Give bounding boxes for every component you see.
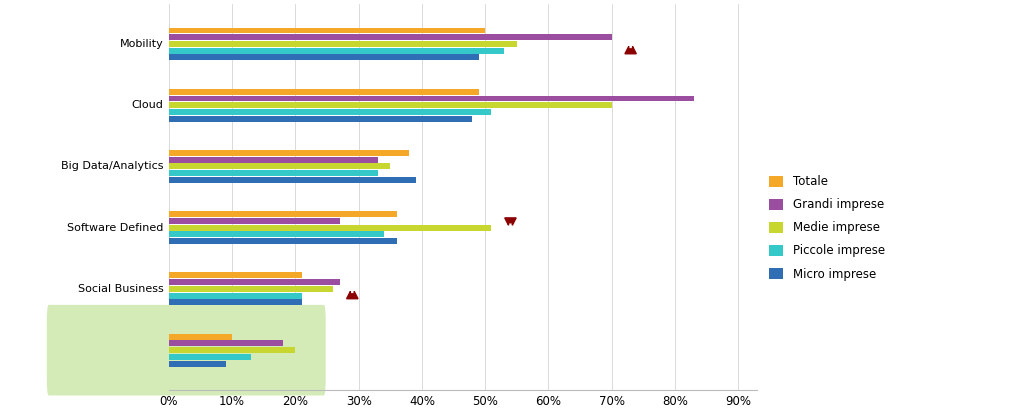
Bar (169, 48, 504, 54)
Bar (169, 102, 611, 108)
Legend: Totale, Grandi imprese, Medie imprese, Piccole imprese, Micro imprese: Totale, Grandi imprese, Medie imprese, P… (769, 176, 885, 281)
Bar (169, 218, 340, 224)
Bar (169, 96, 694, 101)
Bar (169, 157, 378, 163)
Bar (169, 211, 396, 217)
Bar (169, 340, 283, 346)
Bar (169, 354, 251, 360)
FancyBboxPatch shape (47, 305, 326, 396)
Bar (169, 334, 232, 339)
Polygon shape (625, 47, 636, 54)
Bar (169, 41, 517, 47)
Bar (169, 272, 302, 279)
Polygon shape (346, 291, 358, 299)
Bar (169, 116, 472, 122)
Bar (169, 360, 225, 367)
Bar (169, 34, 611, 40)
Bar (169, 347, 295, 353)
Polygon shape (505, 218, 516, 225)
Bar (169, 164, 390, 169)
Bar (169, 89, 479, 95)
Bar (169, 279, 340, 285)
Bar (169, 286, 334, 292)
Bar (169, 28, 485, 33)
Bar (169, 293, 302, 299)
Bar (169, 232, 384, 237)
Bar (169, 150, 410, 156)
Bar (169, 109, 492, 115)
Bar (169, 300, 302, 305)
Bar (169, 177, 416, 183)
Bar (169, 54, 479, 61)
Bar (169, 238, 396, 244)
Bar (169, 225, 492, 231)
Bar (169, 170, 378, 176)
